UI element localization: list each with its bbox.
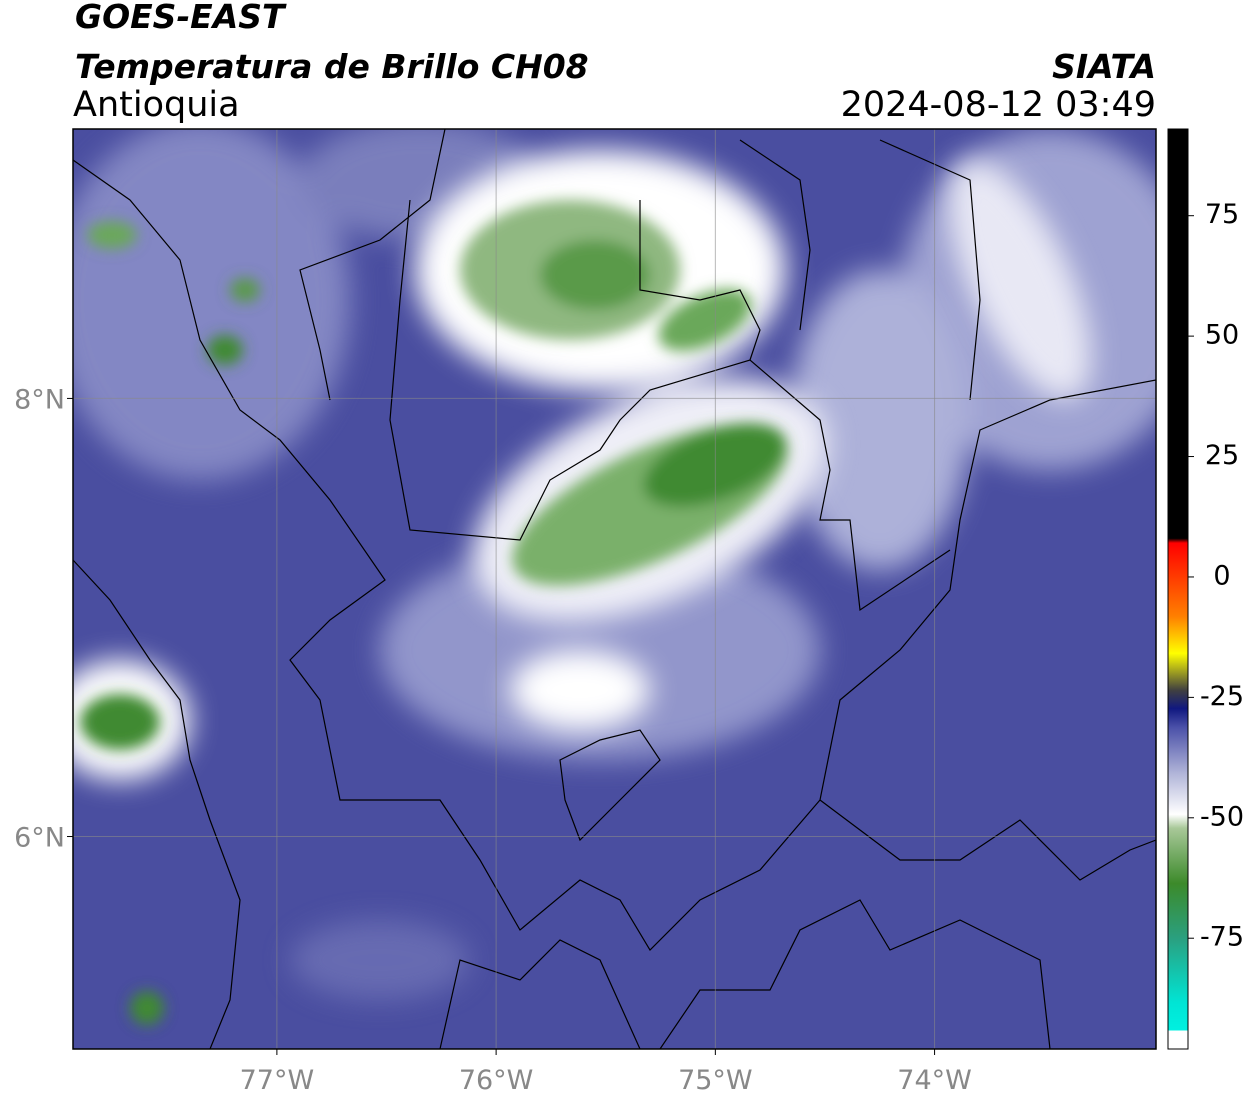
source-label: SIATA [1052, 47, 1156, 86]
y-tick-label: 6°N [14, 823, 65, 854]
datetime-label: 2024-08-12 03:49 [841, 85, 1156, 125]
colorbar-tick-label: 50 [1205, 320, 1239, 351]
colorbar [1167, 128, 1189, 1050]
colorbar-tick-label: 25 [1205, 440, 1239, 471]
x-tick-label: 76°W [459, 1065, 534, 1096]
x-tick-label: 77°W [240, 1065, 315, 1096]
product-title: Temperatura de Brillo CH08 [75, 47, 589, 86]
colorbar-tick-label: 0 [1213, 560, 1230, 591]
map-frame [72, 128, 1157, 1050]
grid [73, 129, 1156, 1049]
satellite-title: GOES-EAST [75, 0, 287, 36]
colorbar-tick-label: -50 [1200, 801, 1244, 832]
colorbar-tick-label: -75 [1200, 922, 1244, 953]
colorbar-tick-label: 75 [1205, 199, 1239, 230]
x-tick-label: 74°W [897, 1065, 972, 1096]
x-tick-label: 75°W [678, 1065, 753, 1096]
satellite-image [73, 129, 1156, 1049]
region-label: Antioquia [73, 85, 240, 125]
y-tick-label: 8°N [14, 384, 65, 415]
colorbar-tick-label: -25 [1200, 681, 1244, 712]
